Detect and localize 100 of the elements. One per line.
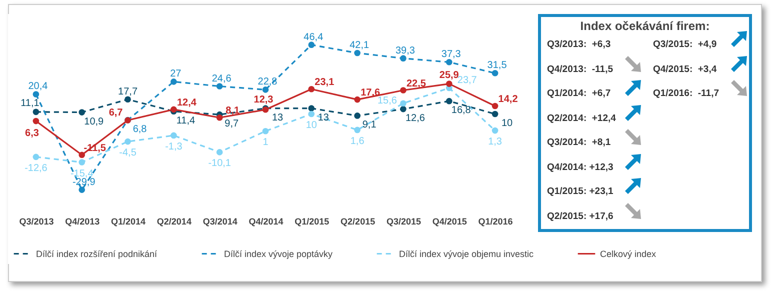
point — [354, 126, 360, 134]
point — [78, 152, 86, 158]
data-label: 11,4 — [176, 115, 196, 126]
data-label: 1,6 — [350, 136, 365, 147]
point — [308, 42, 315, 48]
data-label: 11,1 — [20, 98, 40, 109]
text: Q3/2013: +6,3 — [547, 39, 611, 50]
x-tick-label: Q2/2014 — [156, 216, 192, 226]
data-label: 16,8 — [451, 105, 472, 116]
data-label: 6,8 — [132, 124, 148, 136]
legend-label: Celkový index — [600, 248, 657, 259]
x-tick-label: Q4/2015 — [432, 216, 467, 226]
point — [354, 50, 360, 56]
point — [354, 112, 360, 119]
text: Q3/2015: +4,9 — [653, 39, 717, 50]
data-label: 42,1 — [350, 40, 370, 52]
point — [32, 154, 40, 160]
point — [78, 186, 86, 193]
data-label: 10 — [501, 118, 514, 129]
point — [354, 96, 360, 103]
data-label: -12,6 — [24, 162, 48, 174]
data-label: 10,9 — [84, 116, 104, 128]
x-tick-label: Q2/2015 — [340, 216, 376, 226]
point — [308, 110, 315, 118]
point — [124, 96, 131, 103]
data-label: -10,1 — [208, 158, 232, 170]
point — [216, 83, 223, 90]
point — [400, 55, 406, 62]
point — [308, 105, 315, 112]
point — [216, 149, 223, 156]
data-label: 23,7 — [457, 74, 478, 86]
text: Q1/2014: +6,7 — [547, 88, 611, 99]
text: Q3/2014: +8,1 — [547, 137, 611, 148]
point — [492, 102, 498, 110]
legend-label: Dílčí index vývoje poptávky — [224, 248, 334, 259]
x-tick-label: Q3/2014 — [202, 216, 238, 226]
point — [492, 110, 498, 118]
text: Q4/2013: -11,5 — [547, 64, 614, 74]
point — [170, 78, 177, 85]
data-label: 9,1 — [362, 120, 377, 131]
data-label: -1,3 — [165, 141, 183, 152]
data-label: 46,4 — [304, 32, 324, 43]
data-label: 8,1 — [226, 106, 240, 117]
text: Q1/2016: -11,7 — [653, 88, 720, 99]
point — [262, 128, 269, 134]
data-label: 25,9 — [439, 70, 460, 81]
x-tick-label: Q1/2015 — [294, 216, 330, 226]
data-label: 12,4 — [176, 97, 197, 108]
data-label: 39,3 — [395, 45, 416, 56]
point — [78, 109, 86, 116]
point — [400, 100, 406, 107]
point — [216, 114, 223, 121]
data-label: 14,2 — [498, 94, 518, 106]
point — [262, 86, 269, 93]
data-label: 24,6 — [212, 73, 232, 84]
point — [400, 106, 406, 112]
data-label: 1,3 — [488, 136, 502, 148]
x-tick-label: Q4/2014 — [248, 216, 284, 226]
point — [446, 80, 452, 87]
data-label: 31,5 — [487, 60, 508, 72]
data-label: 13 — [318, 112, 330, 124]
data-label: 12,6 — [405, 113, 426, 124]
text: Q4/2014: +12,3 — [547, 162, 614, 172]
point — [446, 98, 452, 104]
point — [32, 91, 40, 98]
x-tick-label: Q1/2014 — [111, 216, 146, 226]
data-label: 10 — [306, 120, 318, 131]
point — [124, 138, 131, 145]
data-label: 20,4 — [28, 81, 48, 92]
point — [78, 159, 86, 166]
legend-label: Dílčí index vývoje objemu investic — [399, 248, 534, 259]
text: Q4/2015: +3,4 — [653, 64, 717, 74]
text: Index očekávání firem: — [579, 19, 711, 33]
data-label: 13 — [272, 112, 284, 124]
data-label: 23,1 — [314, 77, 335, 88]
text: Q2/2014: +12,4 — [547, 112, 616, 124]
data-label: -15,4 — [70, 168, 94, 180]
point — [492, 127, 498, 134]
point — [446, 58, 452, 66]
data-label: 12,3 — [254, 94, 274, 106]
x-tick-label: Q4/2013 — [65, 216, 100, 226]
point — [170, 132, 177, 139]
data-label: 27 — [170, 68, 182, 80]
data-label: 6,7 — [108, 107, 124, 118]
text: Q2/2015: +17,6 — [547, 210, 614, 222]
data-label: 17,7 — [118, 86, 138, 98]
point — [308, 86, 315, 92]
data-label: 22,5 — [406, 78, 426, 90]
data-label: -29,9 — [72, 176, 96, 188]
data-label: 1 — [262, 137, 269, 148]
x-tick-label: Q1/2016 — [478, 216, 513, 226]
legend-label: Dílčí index rozšíření podnikání — [36, 248, 158, 259]
point — [32, 108, 40, 116]
x-tick-label: Q3/2013 — [19, 216, 54, 226]
data-label: 6,3 — [25, 128, 40, 140]
text: Q1/2015: +23,1 — [547, 186, 614, 197]
data-label: 9,7 — [224, 118, 239, 130]
x-tick-label: Q3/2015 — [386, 216, 421, 226]
point — [32, 118, 40, 124]
data-label: 37,3 — [441, 49, 462, 60]
